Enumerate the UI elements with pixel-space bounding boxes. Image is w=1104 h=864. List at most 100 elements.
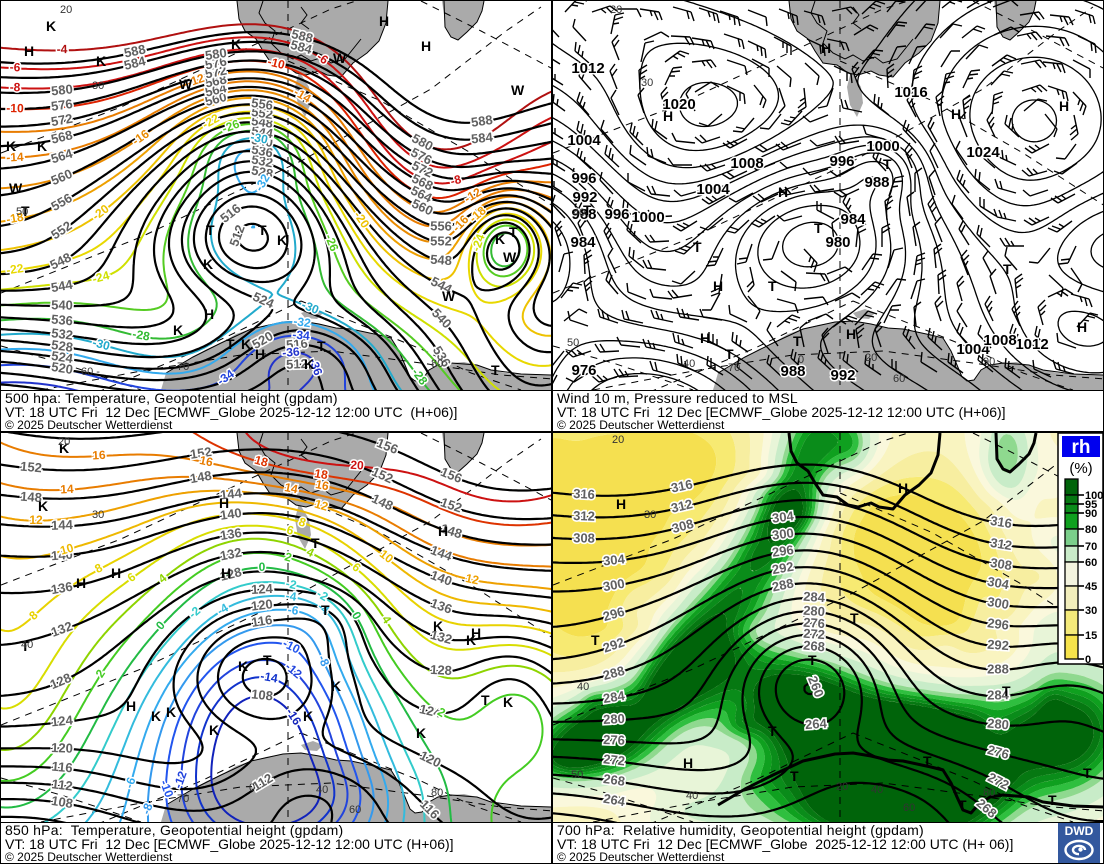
svg-text:284: 284: [602, 688, 627, 706]
svg-text:288: 288: [601, 663, 626, 683]
svg-text:K: K: [303, 708, 313, 724]
svg-text:316: 316: [670, 476, 694, 495]
svg-text:16: 16: [198, 453, 214, 470]
svg-text:-22: -22: [5, 261, 24, 277]
svg-text:136: 136: [219, 525, 243, 543]
svg-text:-10: -10: [266, 54, 287, 72]
svg-text:90: 90: [983, 356, 995, 368]
svg-text:H: H: [421, 38, 431, 54]
svg-text:20: 20: [60, 4, 72, 16]
svg-text:304: 304: [602, 551, 626, 568]
svg-text:H: H: [255, 346, 265, 362]
svg-text:K: K: [203, 256, 213, 272]
svg-text:-14: -14: [6, 150, 24, 165]
svg-text:K: K: [151, 708, 161, 724]
svg-text:14: 14: [283, 480, 299, 496]
svg-text:H: H: [951, 106, 961, 122]
svg-text:528: 528: [250, 162, 274, 181]
svg-text:148: 148: [189, 468, 213, 487]
svg-text:552: 552: [430, 233, 452, 248]
svg-text:0: 0: [798, 354, 804, 366]
svg-text:70: 70: [728, 362, 740, 374]
svg-text:W: W: [442, 288, 456, 304]
svg-text:14: 14: [60, 482, 74, 497]
svg-text:20: 20: [836, 781, 848, 793]
svg-text:H: H: [204, 306, 214, 322]
svg-text:116: 116: [250, 612, 273, 630]
svg-text:280: 280: [803, 603, 826, 619]
svg-text:568: 568: [204, 71, 228, 90]
svg-text:-32: -32: [293, 314, 312, 330]
svg-text:-34: -34: [292, 327, 311, 342]
svg-text:1012: 1012: [1015, 336, 1048, 353]
svg-text:T: T: [768, 278, 777, 294]
svg-text:1004: 1004: [696, 181, 730, 198]
svg-text:-36: -36: [282, 344, 301, 359]
svg-text:120: 120: [250, 596, 273, 614]
svg-text:276: 276: [986, 742, 1011, 762]
svg-text:108: 108: [251, 686, 274, 703]
svg-text:DWD: DWD: [1065, 824, 1094, 838]
svg-text:528: 528: [50, 337, 74, 355]
svg-text:H: H: [126, 698, 136, 714]
svg-text:280: 280: [987, 716, 1010, 733]
svg-text:1004: 1004: [567, 132, 601, 149]
svg-text:140: 140: [219, 505, 243, 523]
svg-text:284: 284: [803, 589, 826, 606]
svg-text:60: 60: [1085, 557, 1097, 569]
svg-text:300: 300: [602, 576, 626, 595]
svg-text:40: 40: [577, 681, 589, 693]
svg-text:144: 144: [51, 517, 74, 533]
svg-text:50: 50: [567, 337, 579, 349]
svg-text:556: 556: [430, 218, 452, 233]
svg-text:90: 90: [1085, 508, 1097, 520]
svg-text:-30: -30: [91, 335, 112, 353]
svg-text:20: 20: [865, 352, 877, 364]
svg-text:304: 304: [771, 508, 795, 526]
svg-text:584: 584: [289, 37, 315, 58]
svg-text:-10: -10: [6, 101, 24, 115]
svg-text:T: T: [226, 336, 235, 352]
svg-text:T: T: [21, 203, 30, 219]
svg-text:T: T: [793, 333, 802, 349]
svg-text:T: T: [768, 723, 777, 739]
svg-text:288: 288: [771, 575, 795, 594]
svg-text:148: 148: [20, 489, 43, 505]
svg-text:T: T: [1002, 683, 1011, 699]
svg-text:K: K: [173, 322, 183, 338]
svg-text:-30: -30: [249, 130, 269, 147]
svg-text:K: K: [466, 632, 476, 648]
svg-text:H: H: [24, 43, 34, 59]
svg-text:992: 992: [572, 189, 597, 206]
svg-text:15: 15: [1085, 630, 1097, 642]
svg-text:H: H: [778, 184, 788, 200]
svg-text:K: K: [59, 440, 69, 456]
svg-text:996: 996: [604, 206, 629, 223]
svg-text:T: T: [509, 224, 518, 240]
svg-text:30: 30: [641, 77, 653, 89]
svg-text:0: 0: [249, 782, 255, 794]
svg-text:40: 40: [686, 790, 698, 802]
svg-text:K: K: [503, 694, 513, 710]
svg-text:T: T: [923, 753, 932, 769]
svg-text:304: 304: [986, 574, 1011, 593]
svg-text:H: H: [1059, 98, 1069, 114]
svg-text:980: 980: [825, 234, 850, 251]
svg-text:124: 124: [50, 712, 74, 729]
svg-text:T: T: [808, 652, 817, 668]
svg-text:30: 30: [1085, 605, 1097, 617]
svg-text:312: 312: [670, 496, 695, 515]
svg-text:T: T: [814, 220, 823, 236]
svg-text:T: T: [883, 156, 892, 172]
svg-text:H: H: [821, 40, 831, 56]
svg-text:-2: -2: [284, 576, 298, 592]
svg-text:316: 316: [989, 513, 1013, 531]
svg-text:70: 70: [177, 793, 189, 805]
svg-text:988: 988: [571, 206, 596, 223]
svg-text:H: H: [846, 326, 856, 342]
svg-text:280: 280: [603, 711, 625, 727]
svg-text:(%): (%): [1069, 460, 1092, 477]
svg-text:276: 276: [803, 615, 826, 631]
svg-text:512: 512: [286, 356, 308, 372]
svg-text:12: 12: [464, 571, 480, 588]
